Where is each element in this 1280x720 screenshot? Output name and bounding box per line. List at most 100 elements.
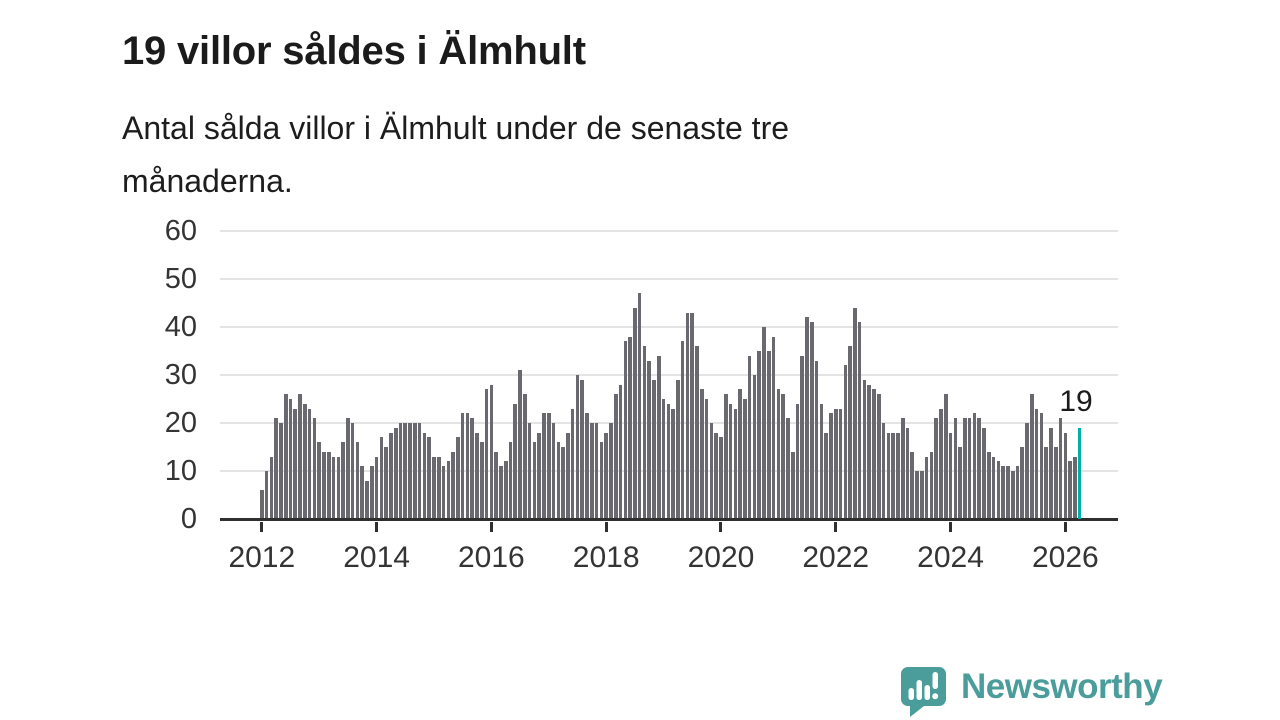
x-axis-label: 2020 xyxy=(687,541,755,574)
bar xyxy=(370,466,374,519)
y-axis-label: 0 xyxy=(180,503,197,535)
bar xyxy=(829,413,833,519)
bar xyxy=(590,423,594,519)
bar xyxy=(958,447,962,519)
bar xyxy=(872,389,876,519)
bar xyxy=(661,399,666,519)
bar xyxy=(484,389,489,519)
bar xyxy=(298,394,302,519)
bar xyxy=(613,394,618,519)
bar xyxy=(537,432,541,519)
bar xyxy=(264,471,269,519)
plot-area: 2012 2014 2016 2018 2020 2022 2024 2026 xyxy=(220,230,1118,574)
bar xyxy=(743,399,747,519)
bar xyxy=(690,312,695,519)
bar xyxy=(1001,466,1005,519)
x-axis-tick xyxy=(719,522,723,532)
bar xyxy=(1025,423,1029,519)
bar xyxy=(714,432,718,519)
bar xyxy=(623,341,628,519)
bar xyxy=(556,442,561,519)
bar xyxy=(963,418,967,519)
bar xyxy=(346,418,350,519)
y-axis-label: 20 xyxy=(164,407,197,439)
bar xyxy=(948,432,953,519)
bar xyxy=(642,346,647,519)
bar xyxy=(1006,466,1010,519)
bar xyxy=(676,379,680,519)
bar xyxy=(585,413,589,519)
bar xyxy=(489,384,494,519)
bar xyxy=(1063,432,1068,519)
bar xyxy=(336,456,341,519)
x-axis-label: 2026 xyxy=(1031,541,1099,574)
bar xyxy=(700,389,704,519)
bar xyxy=(838,408,843,519)
bar xyxy=(881,423,886,519)
bar xyxy=(532,442,537,519)
x-axis-tick xyxy=(949,522,953,532)
bar xyxy=(1015,466,1020,519)
bar xyxy=(307,408,312,519)
x-axis-tick xyxy=(834,522,838,532)
bar xyxy=(317,442,321,519)
bar xyxy=(910,451,915,519)
newsworthy-logo: Newsworthy xyxy=(898,665,1163,717)
bar xyxy=(752,375,757,519)
bar xyxy=(704,399,709,519)
bar xyxy=(523,394,527,519)
bar xyxy=(695,346,699,519)
bar xyxy=(1058,418,1063,519)
bar xyxy=(647,360,652,519)
bar xyxy=(503,461,508,519)
bar xyxy=(915,471,919,519)
bar xyxy=(350,423,355,519)
bar xyxy=(393,427,398,519)
bar xyxy=(719,437,723,519)
bar xyxy=(652,379,656,519)
bar xyxy=(943,394,948,519)
bar xyxy=(551,423,556,519)
bar xyxy=(877,394,881,519)
y-axis-label: 30 xyxy=(164,359,197,391)
bar xyxy=(685,312,690,519)
gridline xyxy=(220,326,1118,328)
bar xyxy=(379,437,384,519)
bar xyxy=(561,447,565,519)
bar xyxy=(848,346,852,519)
bar xyxy=(446,461,451,519)
bar xyxy=(738,389,742,519)
bar xyxy=(465,413,470,519)
bar xyxy=(542,413,546,519)
bar xyxy=(460,413,465,519)
bar xyxy=(656,355,661,519)
y-axis-label: 50 xyxy=(164,263,197,295)
bar xyxy=(733,408,738,519)
bar xyxy=(709,423,714,519)
bar xyxy=(1049,427,1053,519)
bar xyxy=(365,480,369,519)
bar xyxy=(1068,461,1072,519)
bar xyxy=(972,413,977,519)
bar xyxy=(403,423,408,519)
bar xyxy=(929,451,934,519)
bar xyxy=(1034,408,1039,519)
bar xyxy=(436,456,441,519)
bar xyxy=(862,379,867,519)
bar xyxy=(633,307,637,519)
x-axis-tick xyxy=(260,522,264,532)
bar xyxy=(987,451,991,519)
bar xyxy=(594,423,599,519)
bar xyxy=(303,403,307,519)
bar xyxy=(570,408,575,519)
bar xyxy=(355,442,360,519)
bar xyxy=(480,442,484,519)
bar xyxy=(283,394,288,519)
bar xyxy=(1053,447,1058,519)
bar xyxy=(518,370,522,519)
bar xyxy=(747,355,752,519)
bar xyxy=(776,389,781,519)
bar xyxy=(360,466,365,519)
bar xyxy=(810,322,814,519)
bar xyxy=(757,351,762,519)
